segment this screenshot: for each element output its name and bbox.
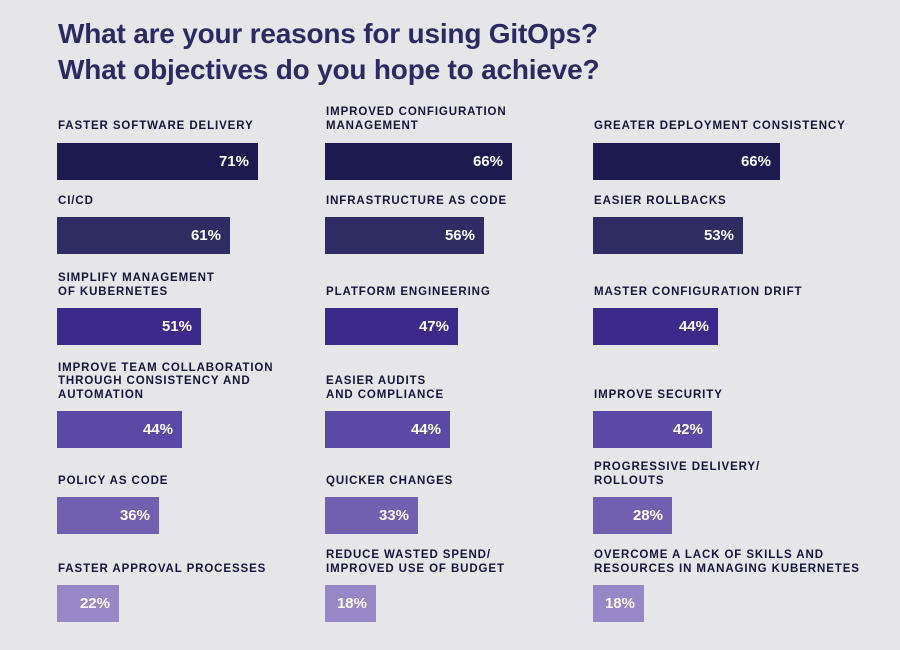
bar: 56% [325, 217, 484, 254]
bar-label: IMPROVED CONFIGURATION MANAGEMENT [326, 106, 596, 133]
bar-label-line: SIMPLIFY MANAGEMENT [58, 272, 215, 284]
bar-value-label: 33% [378, 507, 409, 524]
bar-value-label: 44% [678, 318, 709, 335]
bar-value-label: 66% [740, 153, 771, 170]
bar-label: REDUCE WASTED SPEND/IMPROVED USE OF BUDG… [326, 549, 596, 576]
bar-label-line: EASIER ROLLBACKS [594, 194, 727, 207]
bar-label: EASIER AUDITS AND COMPLIANCE [326, 375, 596, 402]
bar-label-line: INFRASTRUCTURE AS CODE [326, 194, 508, 207]
bar-value-label: 71% [218, 153, 249, 170]
bar-label: CI/CD [58, 195, 328, 209]
bar-label-line: IMPROVED USE OF BUDGET [326, 562, 505, 575]
bar-value-label: 42% [672, 421, 703, 438]
bar-label: IMPROVE TEAM COLLABORATION THROUGH CONSIS… [58, 362, 328, 403]
bar-label-line: RESOURCES IN MANAGING KUBERNETES [594, 562, 860, 575]
title-line-2: What objectives do you hope to achieve? [58, 54, 600, 85]
bar-label-line: MASTER CONFIGURATION DRIFT [594, 285, 803, 298]
bar-label: FASTER APPROVAL PROCESSES [58, 563, 328, 577]
bar-label-line: POLICY AS CODE [58, 474, 169, 487]
bar-value-label: 53% [703, 227, 734, 244]
bar: 44% [593, 308, 718, 345]
bar-label-line: PLATFORM ENGINEERING [326, 285, 491, 298]
bar-label: IMPROVE SECURITY [594, 389, 864, 403]
bar-label-line: THROUGH CONSISTENCY AND [58, 375, 251, 387]
bar: 44% [325, 411, 450, 448]
bar: 47% [325, 308, 458, 345]
bar-label: PROGRESSIVE DELIVERY/ROLLOUTS [594, 461, 864, 488]
bar-value-label: 47% [418, 318, 449, 335]
bar-value-label: 56% [444, 227, 475, 244]
bar-label: MASTER CONFIGURATION DRIFT [594, 286, 864, 300]
bar-label-line: MANAGEMENT [326, 119, 419, 132]
bar-value-label: 28% [632, 507, 663, 524]
bar-label-line: QUICKER CHANGES [326, 474, 454, 487]
bar-value-label: 44% [142, 421, 173, 438]
bar-value-label: 18% [336, 595, 367, 612]
bar-value-label: 51% [161, 318, 192, 335]
bar-label-line: EASIER AUDITS [326, 375, 427, 387]
bar-label-line: IMPROVE SECURITY [594, 388, 723, 401]
bar-label-line: GREATER DEPLOYMENT CONSISTENCY [594, 119, 846, 132]
bar-label-line: FASTER SOFTWARE DELIVERY [58, 119, 254, 132]
bar: 28% [593, 497, 672, 534]
bar: 66% [593, 143, 780, 180]
bar-label-line: AND COMPLIANCE [326, 388, 445, 401]
bar-label-line: FASTER APPROVAL PROCESSES [58, 562, 267, 575]
bar-value-label: 22% [79, 595, 110, 612]
bar-value-label: 36% [119, 507, 150, 524]
bar-label: QUICKER CHANGES [326, 475, 596, 489]
bar-label: FASTER SOFTWARE DELIVERY [58, 120, 328, 134]
bar-label-line: OVERCOME A LACK OF SKILLS AND [594, 549, 824, 561]
bar: 66% [325, 143, 512, 180]
bar: 53% [593, 217, 743, 254]
bar-label-line: AUTOMATION [58, 388, 144, 401]
bar-value-label: 18% [604, 595, 635, 612]
bar-value-label: 66% [472, 153, 503, 170]
bar: 22% [57, 585, 119, 622]
bar-label: POLICY AS CODE [58, 475, 328, 489]
bar-value-label: 44% [410, 421, 441, 438]
bar-label-line: PROGRESSIVE DELIVERY/ [594, 461, 761, 473]
bar-label: SIMPLIFY MANAGEMENT OF KUBERNETES [58, 272, 328, 299]
bar-label: OVERCOME A LACK OF SKILLS AND RESOURCES I… [594, 549, 864, 576]
bar: 33% [325, 497, 418, 534]
bar-label-line: ROLLOUTS [594, 474, 665, 487]
bar: 42% [593, 411, 712, 448]
bar: 61% [57, 217, 230, 254]
bar-label: INFRASTRUCTURE AS CODE [326, 195, 596, 209]
bar: 18% [593, 585, 644, 622]
bar-label-line: CI/CD [58, 194, 94, 207]
bar: 36% [57, 497, 159, 534]
bar-label: EASIER ROLLBACKS [594, 195, 864, 209]
bar: 71% [57, 143, 258, 180]
bar-value-label: 61% [190, 227, 221, 244]
bar-label-line: REDUCE WASTED SPEND/ [326, 549, 491, 561]
bar: 44% [57, 411, 182, 448]
bar-label-line: OF KUBERNETES [58, 285, 169, 298]
bar-label-line: IMPROVED CONFIGURATION [326, 106, 507, 118]
title-line-1: What are your reasons for using GitOps? [58, 18, 598, 49]
bar: 18% [325, 585, 376, 622]
bar-label: PLATFORM ENGINEERING [326, 286, 596, 300]
page-title: What are your reasons for using GitOps? … [58, 16, 600, 88]
bar-label: GREATER DEPLOYMENT CONSISTENCY [594, 120, 864, 134]
bar: 51% [57, 308, 201, 345]
bar-label-line: IMPROVE TEAM COLLABORATION [58, 361, 274, 374]
